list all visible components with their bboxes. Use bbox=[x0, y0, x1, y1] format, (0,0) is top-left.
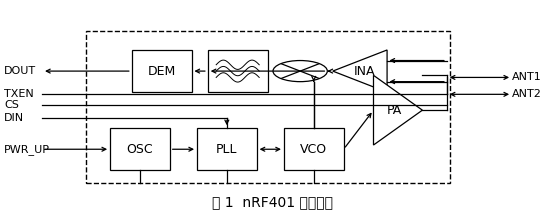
Bar bbox=[110, 128, 170, 170]
Text: DIN: DIN bbox=[4, 113, 24, 123]
Bar bbox=[86, 31, 449, 183]
Bar bbox=[197, 128, 257, 170]
Text: ANT1: ANT1 bbox=[512, 72, 542, 82]
Text: PA: PA bbox=[387, 104, 402, 117]
Text: VCO: VCO bbox=[300, 143, 327, 156]
Text: PWR_UP: PWR_UP bbox=[4, 144, 50, 155]
Text: INA: INA bbox=[353, 65, 375, 78]
Polygon shape bbox=[333, 50, 387, 92]
Text: DOUT: DOUT bbox=[4, 66, 36, 76]
Text: 图 1  nRF401 内部结构: 图 1 nRF401 内部结构 bbox=[212, 195, 334, 209]
Text: DEM: DEM bbox=[147, 65, 176, 78]
Text: TXEN: TXEN bbox=[4, 89, 34, 99]
Text: ANT2: ANT2 bbox=[512, 89, 542, 99]
Polygon shape bbox=[373, 75, 423, 145]
Bar bbox=[208, 50, 268, 92]
Bar bbox=[284, 128, 343, 170]
Text: OSC: OSC bbox=[127, 143, 153, 156]
Text: CS: CS bbox=[4, 100, 19, 110]
Bar bbox=[132, 50, 192, 92]
Text: PLL: PLL bbox=[216, 143, 238, 156]
